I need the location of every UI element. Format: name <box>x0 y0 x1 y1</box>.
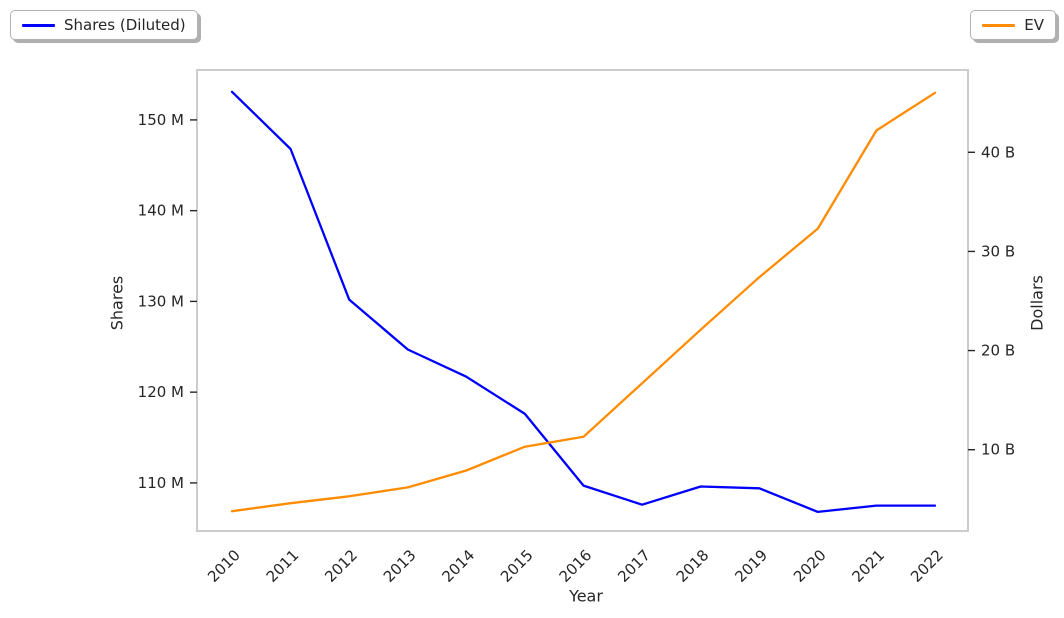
x-tick-label: 2016 <box>556 546 596 586</box>
legend-ev-label: EV <box>1024 16 1044 34</box>
ev-line <box>230 91 937 513</box>
x-tick-label: 2015 <box>497 546 537 586</box>
ev-line-swatch <box>982 23 1016 27</box>
x-tick-label: 2014 <box>438 546 478 586</box>
left-tick-label: 140 M <box>138 202 184 220</box>
right-tick-label: 30 B <box>981 242 1015 260</box>
plot-border <box>196 69 969 532</box>
legend-shares-label: Shares (Diluted) <box>64 16 186 34</box>
x-tick-label: 2020 <box>790 546 830 586</box>
x-tick-label: 2012 <box>321 546 361 586</box>
legend-shares: Shares (Diluted) <box>10 10 198 40</box>
right-tick-label: 40 B <box>981 143 1015 161</box>
x-tick-label: 2017 <box>614 546 654 586</box>
x-tick-label: 2010 <box>204 546 244 586</box>
left-tick-label: 120 M <box>138 383 184 401</box>
shares-line <box>230 90 937 514</box>
x-tick-label: 2022 <box>907 546 947 586</box>
left-tick-label: 110 M <box>138 474 184 492</box>
shares-line-swatch <box>22 23 55 27</box>
right-tick-label: 20 B <box>981 342 1015 360</box>
left-tick-label: 150 M <box>138 111 184 129</box>
left-tick-label: 130 M <box>138 292 184 310</box>
x-tick-label: 2018 <box>673 546 713 586</box>
x-tick-label: 2019 <box>731 546 771 586</box>
right-tick-label: 10 B <box>981 441 1015 459</box>
x-tick-label: 2021 <box>849 546 889 586</box>
y-axis-label-left: Shares <box>107 275 127 331</box>
y-axis-label-right: Dollars <box>1027 275 1047 331</box>
x-axis-label: Year <box>569 586 603 606</box>
x-tick-label: 2011 <box>263 546 303 586</box>
x-tick-label: 2013 <box>380 546 420 586</box>
legend-ev: EV <box>970 10 1056 40</box>
